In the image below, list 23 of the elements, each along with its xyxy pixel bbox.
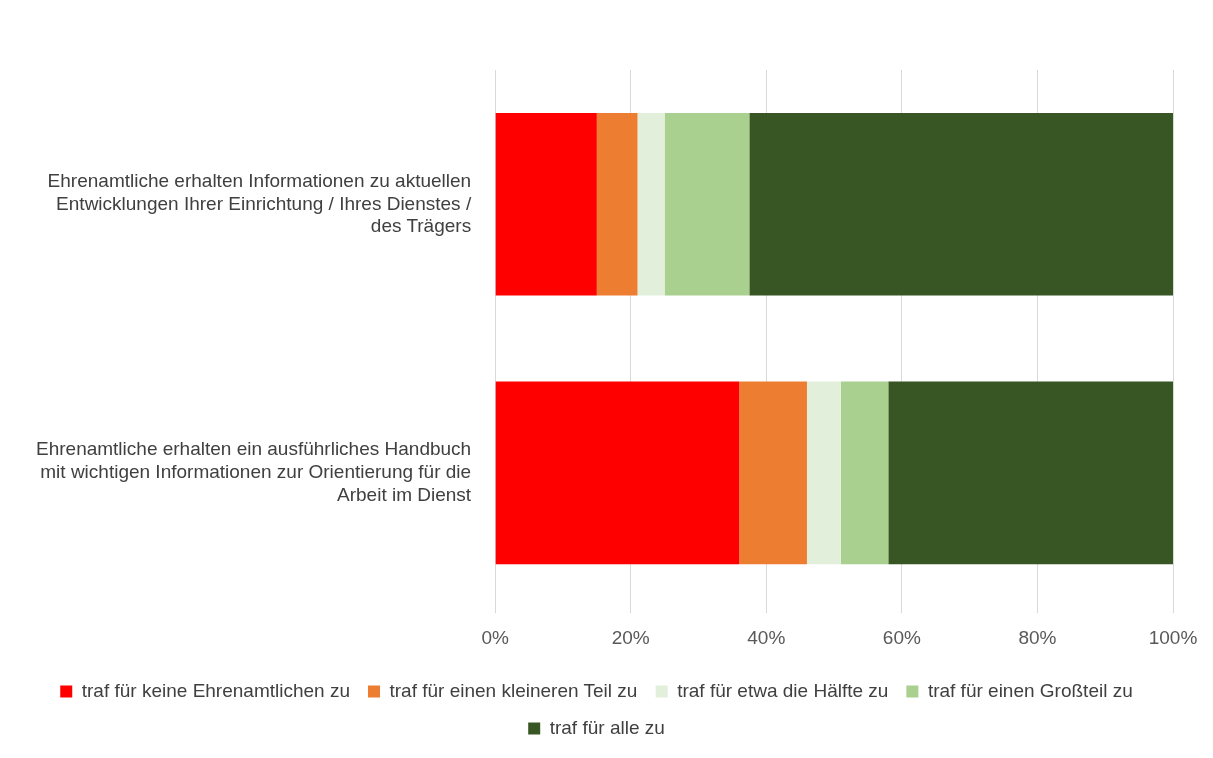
x-tick-label: 40% xyxy=(747,626,786,648)
y-tick-label: Ehrenamtliche erhalten Informationen zu aktuellen Entwicklungen Ihrer Einrichtung / Ihres Dienstes / des Trägers xyxy=(47,169,472,237)
bar xyxy=(596,112,638,296)
bar xyxy=(888,381,1173,565)
legend-label: traf für einen kleineren Teil zu xyxy=(389,679,638,701)
bar xyxy=(806,381,841,565)
legend-label: traf für alle zu xyxy=(549,716,665,738)
x-tick-label: 100% xyxy=(1148,626,1198,648)
bar xyxy=(739,381,807,565)
legend-label: traf für einen Großteil zu xyxy=(927,679,1133,701)
legend-label: traf für keine Ehrenamtlichen zu xyxy=(81,679,350,701)
bar xyxy=(495,112,597,296)
x-tick-label: 20% xyxy=(611,626,650,648)
x-tick-label: 80% xyxy=(1018,626,1057,648)
x-tick-label: 0% xyxy=(481,626,509,648)
bar xyxy=(495,381,740,565)
bar xyxy=(637,112,665,296)
bar xyxy=(840,381,889,565)
y-tick-label: Ehrenamtliche erhalten ein ausführliches Handbuch mit wichtigen Informationen zur Orientierung für die Arbeit im Dienst xyxy=(36,438,472,505)
bar xyxy=(664,112,750,296)
x-tick-label: 60% xyxy=(882,626,921,648)
legend-label: traf für etwa die Hälfte zu xyxy=(677,679,889,701)
bar xyxy=(749,112,1173,296)
